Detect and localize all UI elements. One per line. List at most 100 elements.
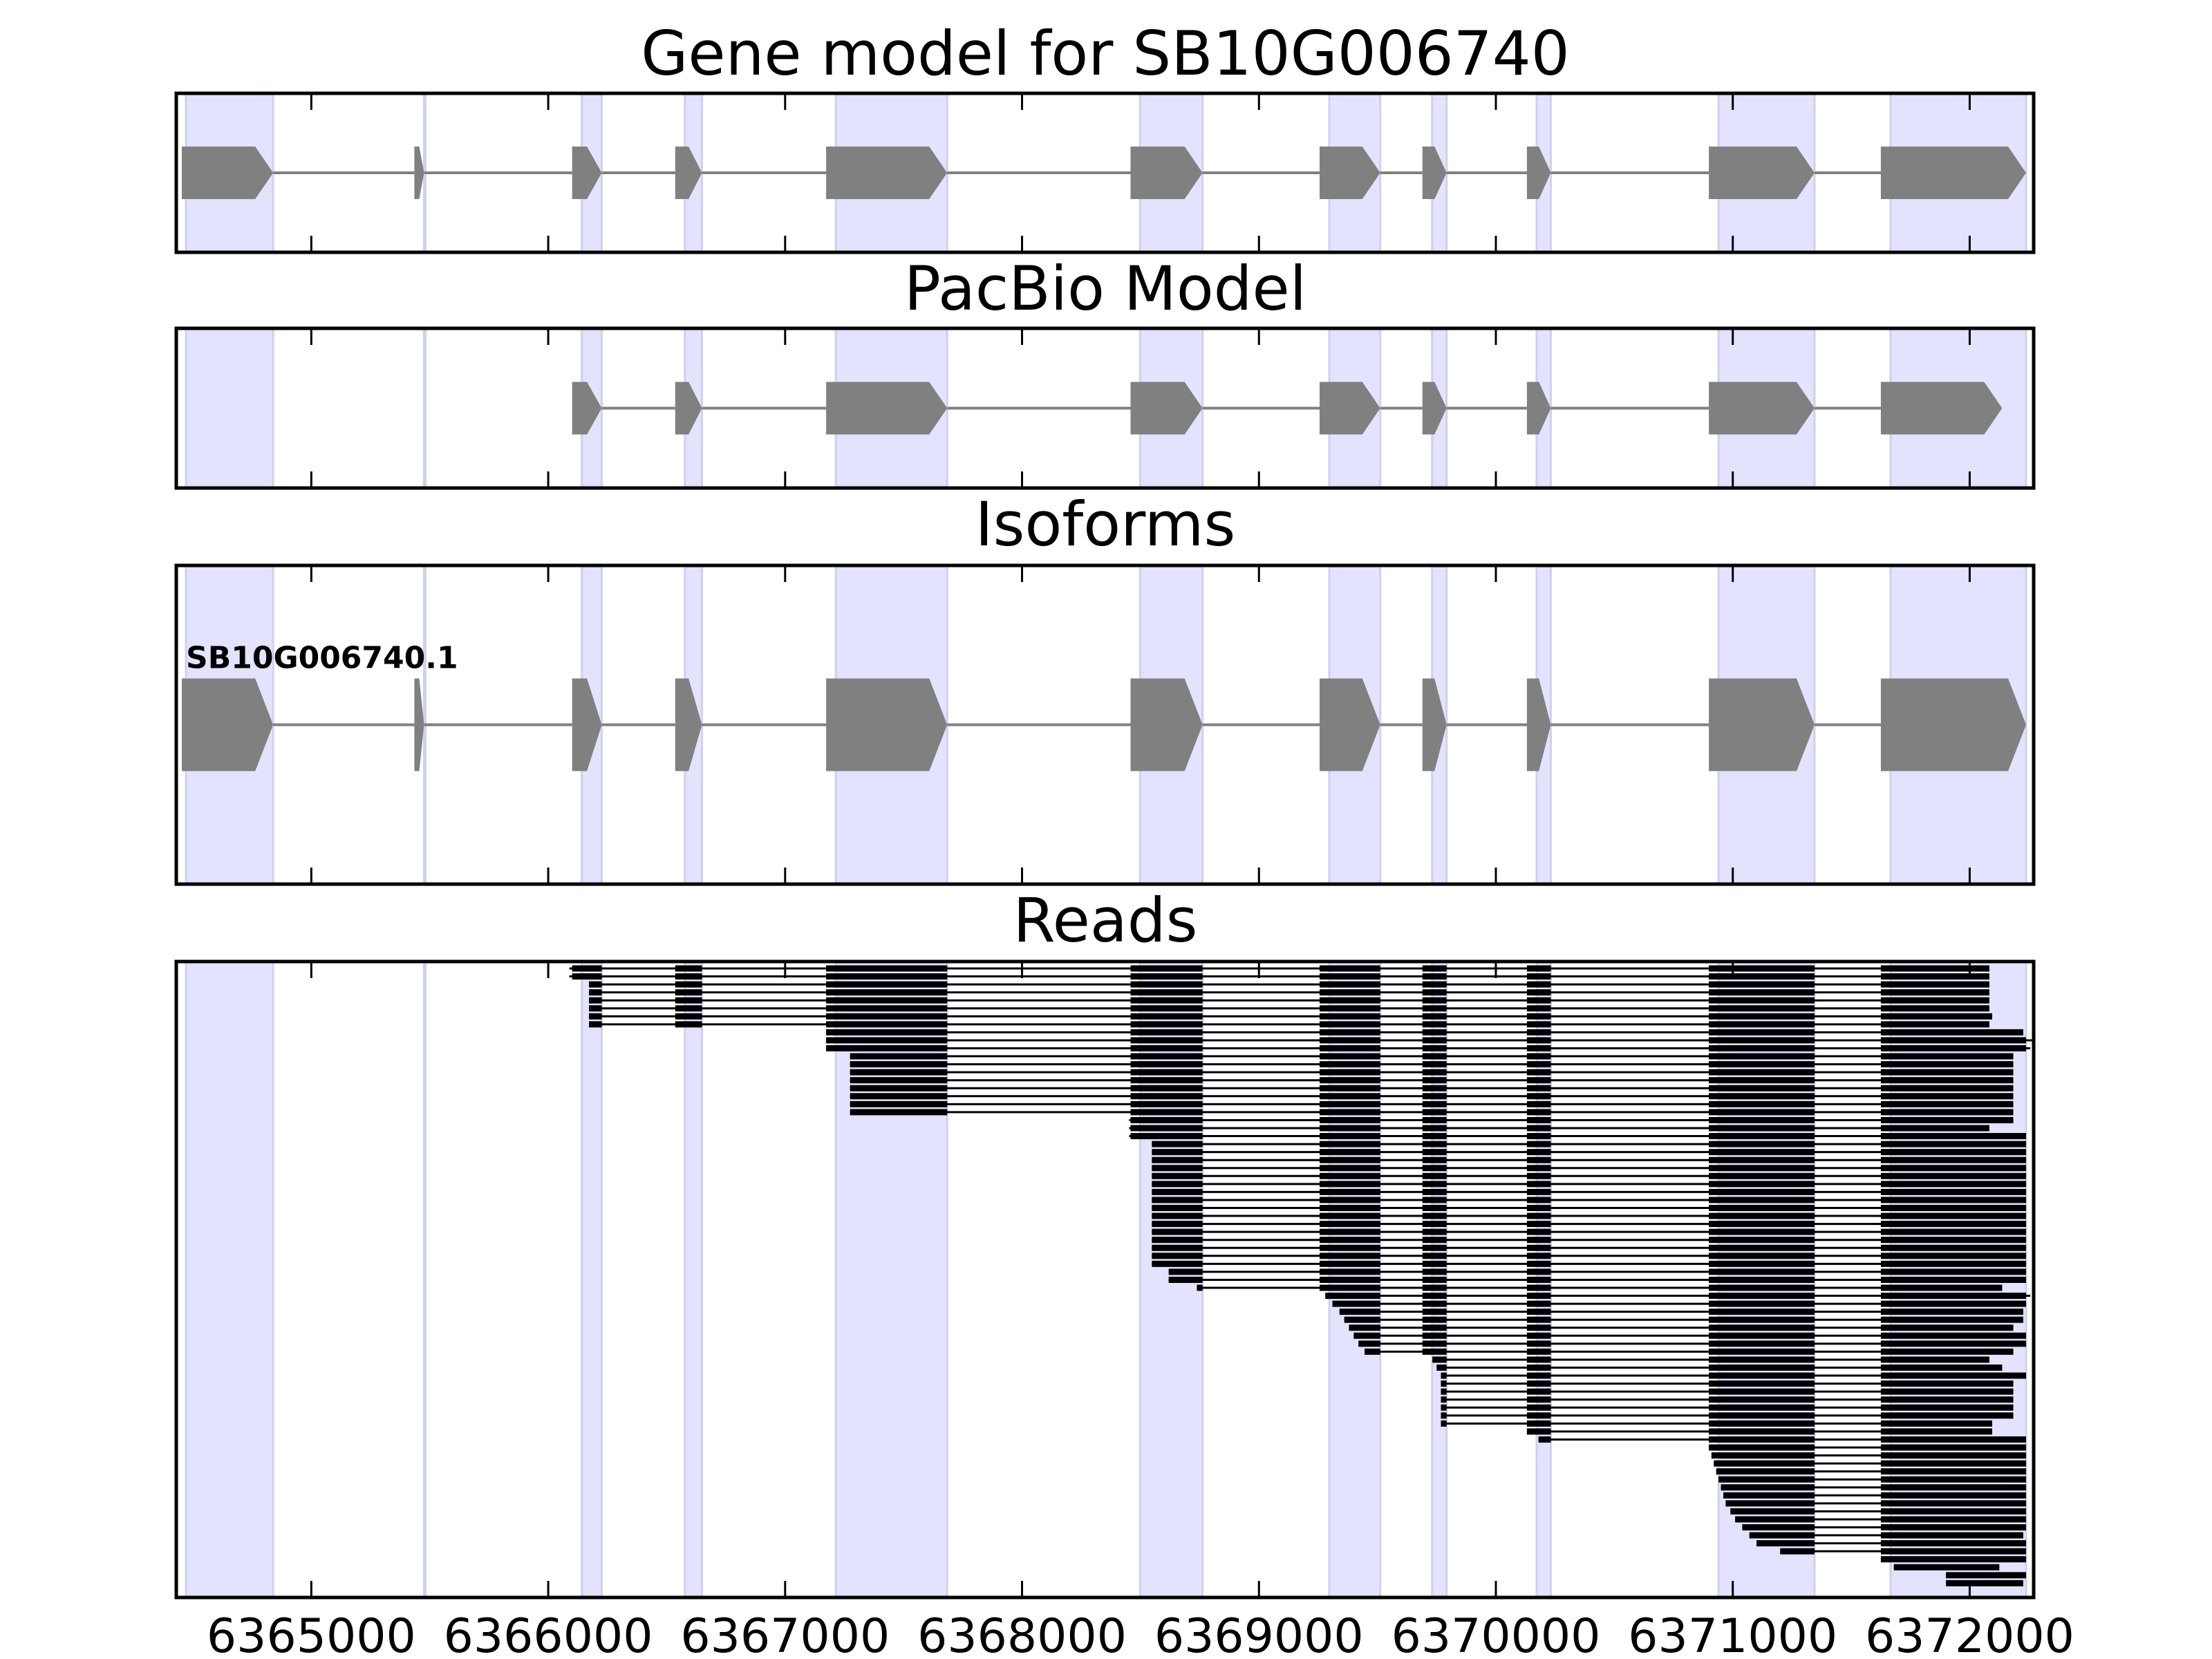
read-block (1880, 1396, 2014, 1403)
read-block (1422, 1005, 1447, 1012)
read-block (1709, 1365, 1815, 1371)
read-block (1880, 1197, 2027, 1203)
read-block (1526, 1348, 1551, 1355)
read-block (1709, 1444, 1815, 1451)
exon (1422, 382, 1447, 435)
exon (675, 678, 702, 771)
read-block (1709, 1436, 1815, 1443)
read-block (1422, 1300, 1447, 1307)
exon-band (422, 327, 427, 489)
read-block (1320, 1029, 1380, 1035)
x-tick-label: 6370000 (1391, 1609, 1601, 1659)
read-block (1709, 1293, 1815, 1300)
read-block (1526, 965, 1551, 972)
exon (1320, 678, 1380, 771)
read-block (1152, 1212, 1203, 1219)
read-block (826, 965, 948, 972)
read-block (1320, 1284, 1380, 1291)
read-block (1709, 1085, 1815, 1091)
read-block (1880, 1268, 2027, 1275)
read-block (1422, 973, 1447, 980)
read-block (1320, 1069, 1380, 1076)
read-block (1353, 1332, 1380, 1339)
read-block (1422, 1045, 1447, 1051)
read-block (1320, 1013, 1380, 1020)
read-block (1320, 1045, 1380, 1051)
read-block (1526, 1165, 1551, 1172)
read-block (1880, 1556, 2027, 1563)
read-block (850, 1085, 948, 1091)
read-block (1422, 1221, 1447, 1228)
read-block (1422, 1340, 1447, 1347)
read-block (1709, 1396, 1815, 1403)
read-block (1880, 1340, 2027, 1347)
read-block (1709, 1181, 1815, 1188)
read-block (1526, 1420, 1551, 1427)
read-block (826, 997, 948, 1004)
read-block (1526, 1061, 1551, 1068)
isoform-label: SB10G006740.1 (186, 641, 458, 676)
x-tick-label: 6366000 (444, 1609, 653, 1659)
read-block (1880, 1029, 2023, 1035)
exon (1130, 147, 1203, 199)
read-block (1526, 1404, 1551, 1411)
read-block (1422, 1029, 1447, 1035)
read-block (1880, 997, 1989, 1004)
read-block (1197, 1284, 1203, 1291)
read-block (1526, 1053, 1551, 1060)
read-block (1709, 1125, 1815, 1132)
read-block (1709, 1348, 1815, 1355)
read-block (1526, 1316, 1551, 1323)
read-block (1320, 1172, 1380, 1179)
read-block (1709, 1021, 1815, 1028)
read-block (1422, 1348, 1447, 1355)
read-block (1880, 1141, 2027, 1147)
read-block (1441, 1396, 1447, 1403)
read-block (1880, 1013, 1993, 1020)
read-block (1880, 1380, 2014, 1387)
exon-band (185, 327, 274, 489)
read-block (1709, 1061, 1815, 1068)
read-block (1711, 1452, 1815, 1459)
read-block (1880, 1284, 2003, 1291)
read-block (1709, 1276, 1815, 1283)
read-block (1730, 1508, 1815, 1515)
read-block (1880, 1253, 2027, 1259)
read-block (1880, 1077, 2014, 1084)
read-block (1880, 1061, 2014, 1068)
exon-band (834, 960, 948, 1599)
exon (1526, 678, 1551, 771)
read-block (1152, 1156, 1203, 1163)
read-block (675, 1021, 702, 1028)
read-block (1320, 1133, 1380, 1140)
read-block (1723, 1492, 1815, 1499)
exon-band (185, 960, 274, 1599)
read-block (1880, 1332, 2027, 1339)
read-block (1441, 1404, 1447, 1411)
read-block (1526, 1260, 1551, 1267)
read-block (1422, 1109, 1447, 1116)
read-block (826, 1037, 948, 1044)
read-block (1526, 1284, 1551, 1291)
read-block (1422, 1228, 1447, 1235)
read-block (1422, 1212, 1447, 1219)
read-block (1880, 1244, 2027, 1251)
read-block (1709, 1388, 1815, 1395)
read-block (1130, 1045, 1203, 1051)
read-block (1880, 1484, 2027, 1491)
read-block (1709, 1093, 1815, 1100)
read-block (1526, 1237, 1551, 1244)
read-block (1880, 1492, 2027, 1499)
read-block (1320, 1253, 1380, 1259)
read-block (1709, 1356, 1815, 1363)
read-block (1526, 1332, 1551, 1339)
read-block (1880, 1300, 2027, 1307)
read-block (1526, 1005, 1551, 1012)
read-block (850, 1100, 948, 1107)
x-tick-label: 6371000 (1628, 1609, 1837, 1659)
read-block (1320, 1053, 1380, 1060)
read-block (1709, 1212, 1815, 1219)
read-block (1526, 1125, 1551, 1132)
read-block (1709, 1372, 1815, 1379)
read-block (1422, 997, 1447, 1004)
